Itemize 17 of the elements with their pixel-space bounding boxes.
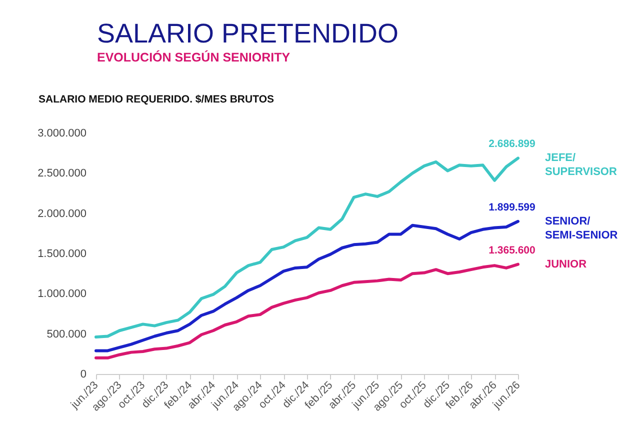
data-label: 2.686.899 [488,138,536,150]
y-tick-label: 2.500.000 [38,168,86,180]
data-label: 1.899.599 [488,201,536,214]
y-tick-label: 500.000 [46,328,86,340]
chart-title: SALARIO PRETENDIDO [97,18,399,48]
text: JUNIOR [545,258,587,270]
y-tick-label: 1.000.000 [38,288,86,300]
data-label: 1.365.600 [488,244,536,256]
chart-subtitle: EVOLUCIÓN SEGÚN SENIORITY [97,50,291,64]
y-tick-label: 2.000.000 [38,208,86,220]
text: SENIOR/ SEMI-SENIOR [545,215,618,242]
line-series [94,262,520,360]
y-tick-label: 1.500.000 [38,248,86,260]
y-tick-label: 3.000.000 [38,128,86,140]
text: JEFE/ SUPERVISOR [545,152,617,178]
y-tick-label: 0 [80,368,86,380]
y-axis-title: SALARIO MEDIO REQUERIDO. $/MES BRUTOS [38,94,274,106]
